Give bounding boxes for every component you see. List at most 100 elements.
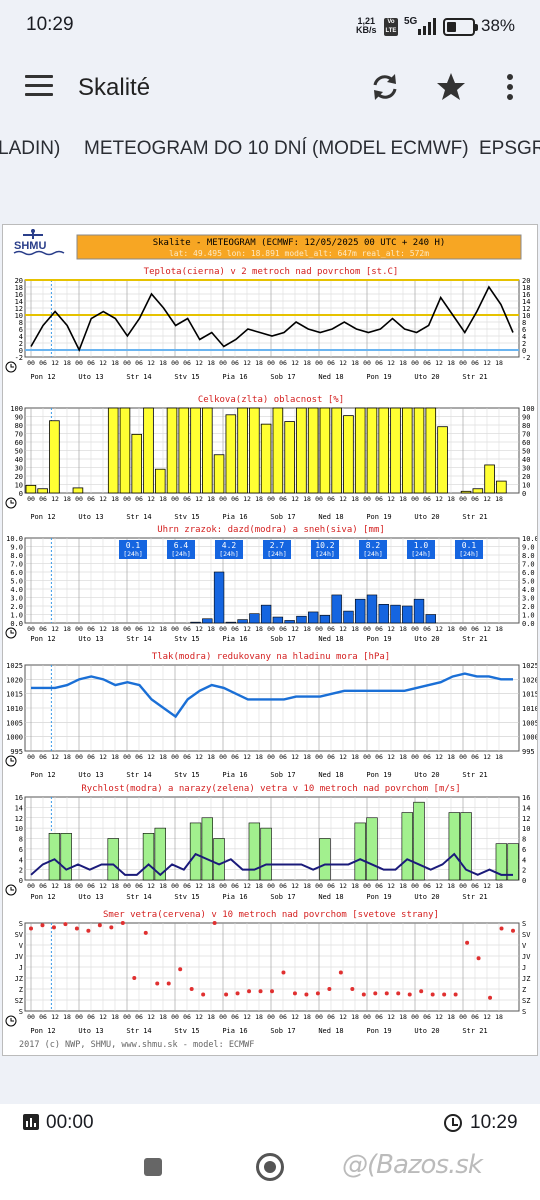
wind-direction-point [499,926,504,931]
x-tick-label: 18 [63,1013,71,1021]
x-tick-label: 00 [75,1013,83,1021]
media-bar: 00:00 10:29 [0,1104,540,1142]
precip-bar [202,618,213,624]
cloud-bar [319,407,331,494]
cloud-bar [202,407,213,494]
x-tick-label: 12 [195,1013,203,1021]
tab-next[interactable]: EPSGRA [479,138,540,159]
gust-bar [354,822,366,881]
precip-bar [343,610,354,624]
refresh-icon[interactable] [368,70,402,104]
cloud-bar [284,421,295,494]
daily-total-value: 6.4 [174,541,189,550]
tab-previous[interactable]: LADIN) [0,138,61,159]
day-label: Uto 13 [78,1027,103,1035]
x-tick-label: 06 [279,1013,287,1021]
x-tick-label: 18 [111,625,119,633]
y-tick-label: 50 [15,448,23,456]
tab-meteogram-10-days[interactable]: METEOGRAM DO 10 DNÍ (MODEL ECMWF) [84,138,469,159]
day-label: Uto 13 [78,771,103,779]
x-tick-label: 00 [123,882,131,890]
y-tick-label: Z [522,986,526,994]
day-label: Sob 17 [270,513,295,521]
cloud-bar [119,407,131,494]
day-label: Str 14 [126,893,151,901]
x-tick-label: 00 [459,359,467,367]
precip-bar [237,619,248,624]
cloud-bar [496,480,507,494]
app-title: Skalité [78,74,151,101]
y-tick-label: 4.0 [10,586,23,594]
y-tick-label: 2 [522,867,526,875]
x-tick-label: 06 [39,625,47,633]
daily-total-value: 8.2 [366,541,381,550]
x-tick-label: 18 [207,882,215,890]
x-tick-label: 18 [495,359,503,367]
y-tick-label: 10 [15,312,23,320]
y-tick-label: 14 [15,298,23,306]
x-tick-label: 00 [27,882,35,890]
x-tick-label: 12 [195,495,203,503]
y-tick-label: 6 [19,846,23,854]
y-tick-label: 995 [10,748,23,756]
y-tick-label: 1005 [6,719,23,727]
y-tick-label: 20 [522,473,530,481]
y-tick-label: S [19,1008,23,1016]
recents-button[interactable] [144,1158,162,1176]
y-tick-label: 0 [522,490,526,498]
precip-bar [307,611,319,624]
day-label: Pon 12 [30,771,55,779]
x-tick-label: 00 [123,1013,131,1021]
cloud-bar [413,407,425,494]
x-tick-label: 00 [267,359,275,367]
x-tick-label: 18 [495,495,503,503]
x-tick-label: 12 [291,1013,299,1021]
x-tick-label: 00 [363,359,371,367]
x-tick-label: 06 [231,625,239,633]
precip-bar [272,616,284,624]
bar-chart-icon [23,1114,39,1130]
x-tick-label: 00 [75,882,83,890]
day-label: Pon 12 [30,373,55,381]
cloud-bar [331,407,342,494]
y-tick-label: 995 [522,748,535,756]
day-label: Str 21 [462,893,487,901]
daily-total-unit: [24h] [267,550,287,558]
x-tick-label: 06 [375,495,383,503]
x-tick-label: 00 [315,359,323,367]
y-tick-label: 16 [15,291,23,299]
x-tick-label: 06 [231,753,239,761]
x-tick-label: 12 [435,495,443,503]
y-tick-label: 10 [522,825,530,833]
x-tick-label: 18 [159,625,167,633]
home-button[interactable] [256,1153,284,1181]
menu-icon[interactable] [25,75,53,97]
x-tick-label: 12 [387,625,395,633]
day-label: Pia 16 [222,373,247,381]
y-tick-label: 1025 [6,662,23,670]
y-tick-label: 6 [522,326,526,334]
star-icon[interactable] [434,70,468,104]
wind-direction-point [51,925,56,930]
x-tick-label: 12 [147,625,155,633]
x-tick-label: 12 [387,882,395,890]
day-label: Uto 13 [78,635,103,643]
x-tick-label: 06 [375,1013,383,1021]
x-tick-label: 12 [51,882,59,890]
cloud-bar [178,407,190,494]
clock-icon [5,755,17,767]
cloud-bar [213,454,225,494]
y-tick-label: 18 [15,284,23,292]
more-vert-icon[interactable] [498,72,522,102]
cloud-bar [296,407,307,494]
y-tick-label: 1015 [6,691,23,699]
y-tick-label: 10 [15,482,23,490]
y-tick-label: 14 [522,804,530,812]
y-tick-label: 20 [522,277,530,285]
gust-bar [48,833,61,881]
x-tick-label: 06 [375,882,383,890]
x-tick-label: 00 [411,882,419,890]
x-tick-label: 12 [339,625,347,633]
x-tick-label: 06 [471,882,479,890]
daily-total-unit: [24h] [123,550,143,558]
